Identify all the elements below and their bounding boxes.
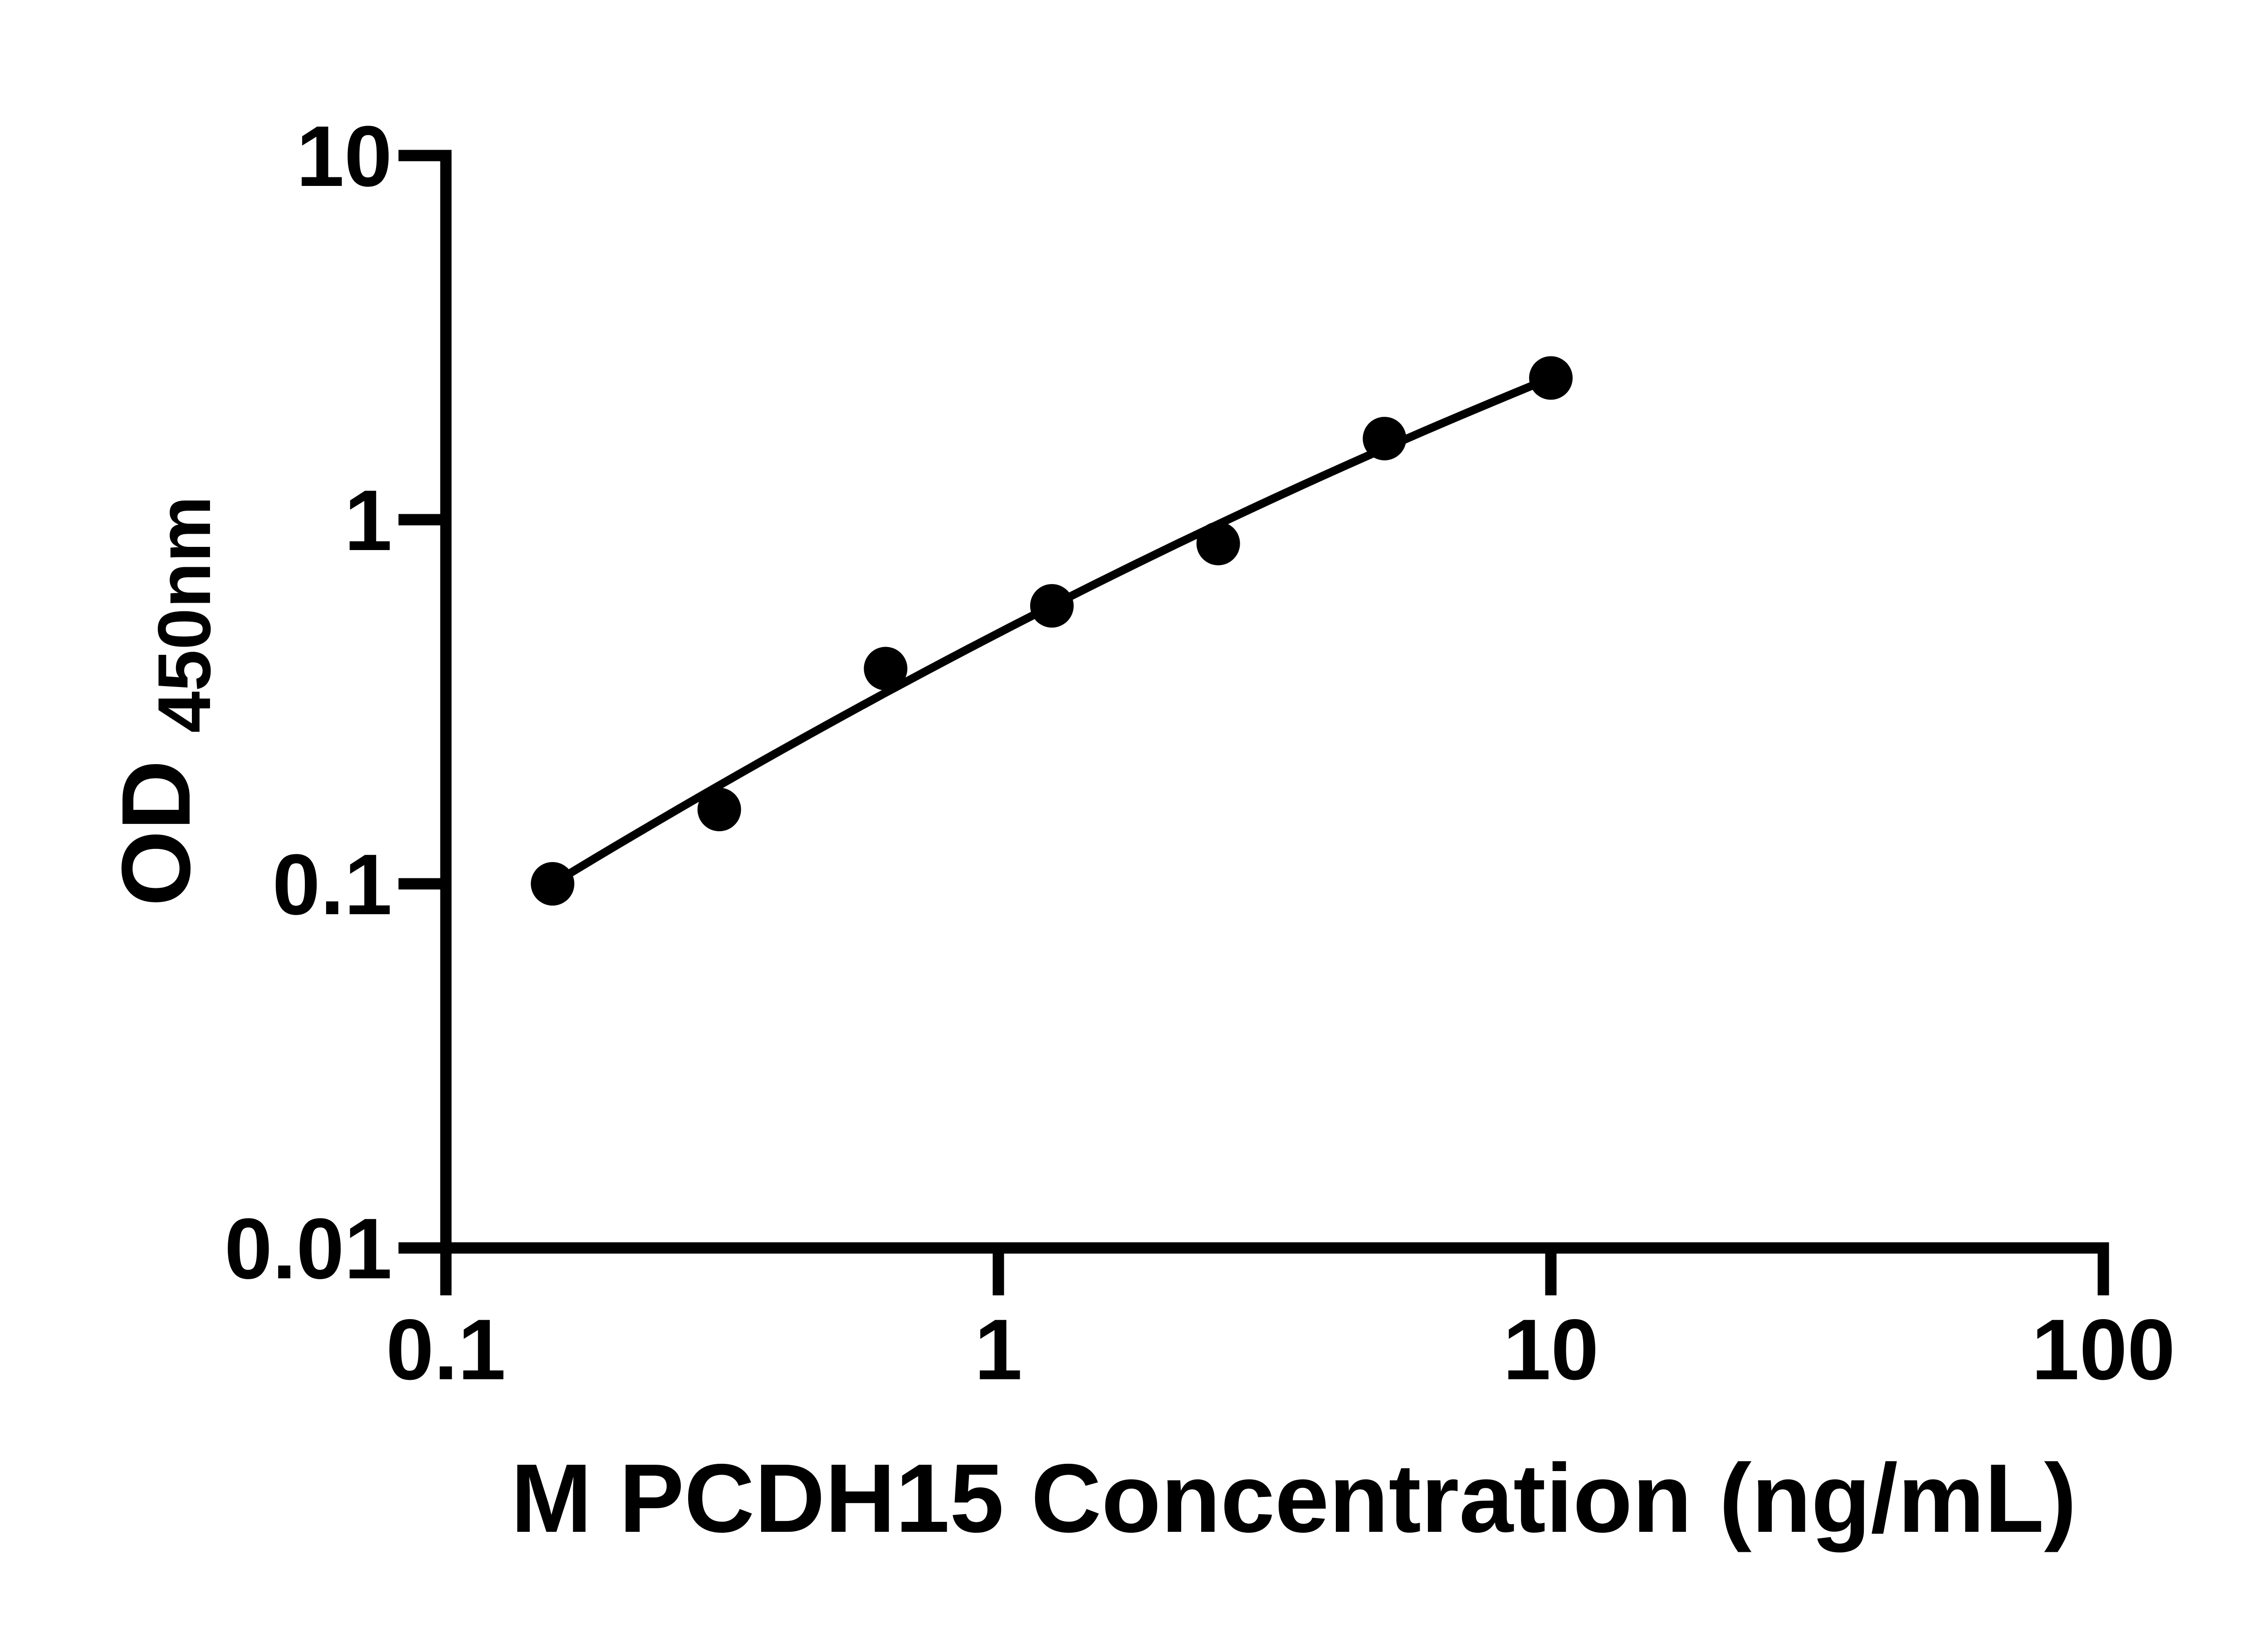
x-tick-label: 0.1 <box>386 1302 506 1398</box>
data-point <box>1363 417 1407 461</box>
x-tick-label: 1 <box>974 1302 1022 1398</box>
data-point <box>697 788 741 832</box>
x-axis-title: M PCDH15 Concentration (ng/mL) <box>511 1443 2077 1553</box>
data-point <box>864 647 908 691</box>
data-points <box>531 356 1573 906</box>
data-point <box>1030 584 1074 628</box>
data-point <box>1529 356 1573 400</box>
elisa-standard-curve-figure: 0.01 0.1 1 10 0.1 1 10 100 M PCDH15 Concentrati… <box>18 7 2268 1640</box>
data-point <box>1196 521 1240 565</box>
y-tick-label: 0.01 <box>225 1201 392 1297</box>
data-point <box>531 862 575 906</box>
x-tick-label: 100 <box>2031 1302 2175 1398</box>
y-axis-title-main: OD <box>101 760 210 906</box>
x-tick-label: 10 <box>1503 1302 1598 1398</box>
axis-titles: M PCDH15 Concentration (ng/mL) OD 450nm <box>101 496 2077 1553</box>
y-axis-title-subscript: 450nm <box>142 496 226 733</box>
y-axis-title: OD 450nm <box>101 496 226 906</box>
y-tick-label: 1 <box>344 473 392 569</box>
y-tick-label: 10 <box>296 108 392 205</box>
axes <box>440 150 2109 1254</box>
tick-marks <box>398 150 2109 1296</box>
y-tick-label: 0.1 <box>272 837 392 933</box>
